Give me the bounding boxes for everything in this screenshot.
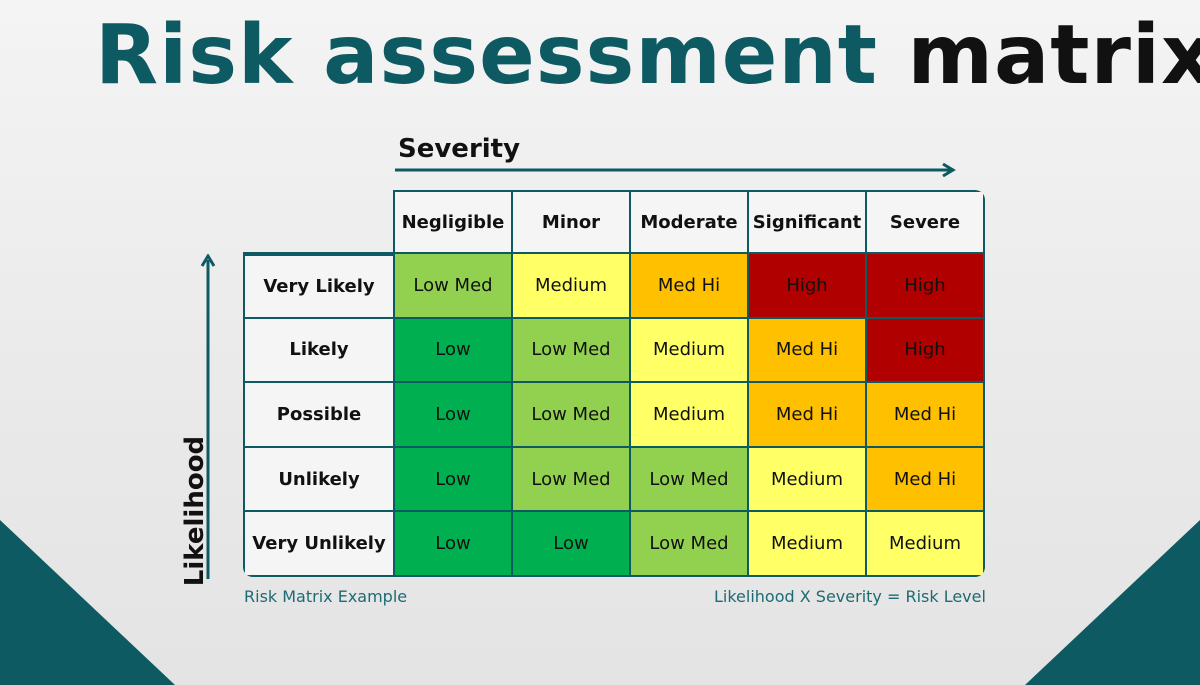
risk-level-cell: Medium	[513, 254, 631, 319]
risk-level-cell: High	[867, 254, 985, 319]
page-title: Risk assessment matrix	[95, 8, 1200, 103]
risk-level-cell: Low	[395, 447, 513, 513]
title-part-matrix: matrix	[907, 8, 1200, 103]
risk-level-cell: Low	[395, 383, 513, 448]
severity-column-header: Moderate	[631, 190, 749, 254]
title-part-risk-assessment: Risk assessment	[95, 8, 878, 103]
likelihood-row-header: Possible	[243, 383, 395, 448]
risk-level-cell: Low Med	[513, 447, 631, 513]
severity-column-header: Significant	[749, 190, 867, 254]
risk-level-cell: Low	[395, 318, 513, 384]
footer-caption: Risk Matrix Example	[244, 587, 408, 606]
risk-level-cell: High	[749, 254, 867, 319]
severity-column-header: Minor	[513, 190, 631, 254]
severity-column-header: Negligible	[395, 190, 513, 254]
risk-level-cell: Medium	[631, 383, 749, 448]
risk-level-cell: High	[867, 318, 985, 384]
likelihood-row-header: Likely	[243, 318, 395, 384]
risk-level-cell: Low	[513, 512, 631, 577]
risk-level-cell: Medium	[749, 447, 867, 513]
likelihood-row-header: Very Unlikely	[243, 512, 395, 577]
severity-axis-label: Severity	[398, 134, 521, 164]
likelihood-row-header: Very Likely	[243, 254, 395, 319]
risk-level-cell: Low Med	[513, 383, 631, 448]
risk-level-cell: Medium	[749, 512, 867, 577]
risk-level-cell: Med Hi	[631, 254, 749, 319]
risk-level-cell: Medium	[867, 512, 985, 577]
likelihood-arrow-icon	[200, 254, 216, 579]
risk-level-cell: Med Hi	[867, 383, 985, 448]
corner-decoration-left	[0, 520, 175, 685]
likelihood-row-header: Unlikely	[243, 447, 395, 513]
severity-column-header: Severe	[867, 190, 985, 254]
footer-formula: Likelihood X Severity = Risk Level	[714, 587, 986, 606]
risk-level-cell: Med Hi	[749, 318, 867, 384]
corner-decoration-right	[1025, 520, 1200, 685]
risk-level-cell: Low Med	[395, 254, 513, 319]
risk-matrix-grid: Negligible Minor Moderate Significant Severe…	[243, 190, 985, 577]
risk-level-cell: Medium	[631, 318, 749, 384]
risk-level-cell: Med Hi	[867, 447, 985, 513]
risk-level-cell: Low Med	[631, 512, 749, 577]
likelihood-axis-label: Likelihood	[180, 435, 210, 587]
risk-level-cell: Low Med	[631, 447, 749, 513]
risk-level-cell: Low	[395, 512, 513, 577]
severity-arrow-icon	[395, 162, 956, 178]
risk-level-cell: Low Med	[513, 318, 631, 384]
matrix-corner-blank	[243, 190, 395, 254]
risk-level-cell: Med Hi	[749, 383, 867, 448]
